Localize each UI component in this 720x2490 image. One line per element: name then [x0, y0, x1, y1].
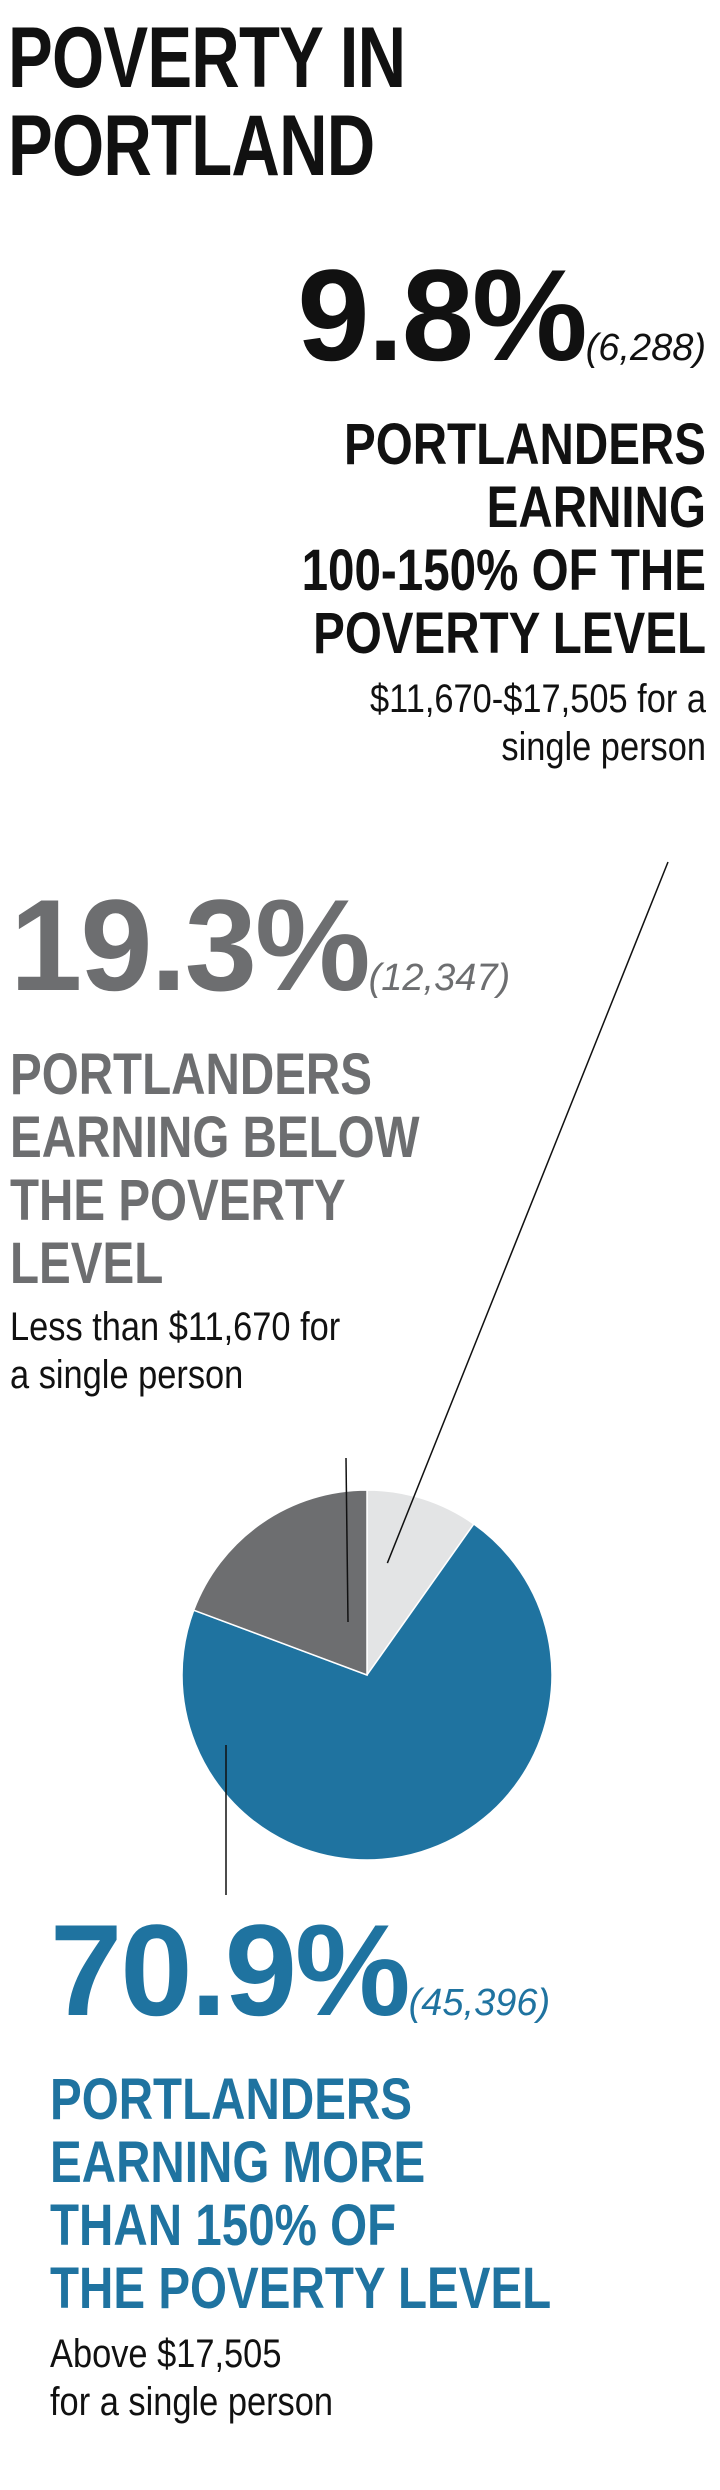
pct-label-below: 19.3%(12,347) — [10, 872, 511, 1018]
page-title: POVERTY IN PORTLAND — [8, 10, 406, 194]
leader-line-below — [345, 1457, 349, 1623]
count-label-below: (12,347) — [368, 957, 511, 999]
callout-between-poverty: 9.8%(6,288) PORTLANDERS EARNING 100-150%… — [6, 250, 706, 771]
title-line-2: PORTLAND — [8, 98, 375, 194]
callout-below-poverty: 19.3%(12,347) PORTLANDERS EARNING BELOW … — [10, 880, 710, 1399]
detail-above: Above $17,505 for a single person — [50, 2332, 334, 2424]
detail-below: Less than $11,670 for a single person — [10, 1305, 341, 1397]
count-label-above: (45,396) — [408, 1982, 551, 2024]
leader-line-between — [386, 861, 669, 1564]
pie-slice-above — [181, 1522, 553, 1861]
callout-above-poverty: 70.9%(45,396) PORTLANDERS EARNING MORE T… — [50, 1905, 710, 2426]
heading-between: PORTLANDERS EARNING 100-150% OF THE POVE… — [301, 412, 706, 666]
pct-label-above: 70.9%(45,396) — [50, 1897, 551, 2043]
pie-slice-below — [192, 1489, 368, 1677]
detail-between: $11,670-$17,505 for a single person — [370, 677, 706, 769]
count-label-between: (6,288) — [585, 327, 706, 369]
heading-below: PORTLANDERS EARNING BELOW THE POVERTY LE… — [10, 1042, 420, 1296]
title-line-1: POVERTY IN — [8, 10, 406, 106]
heading-above: PORTLANDERS EARNING MORE THAN 150% OF TH… — [50, 2067, 552, 2321]
pct-label-between: 9.8%(6,288) — [297, 242, 706, 388]
pie-slice-between — [366, 1489, 475, 1678]
